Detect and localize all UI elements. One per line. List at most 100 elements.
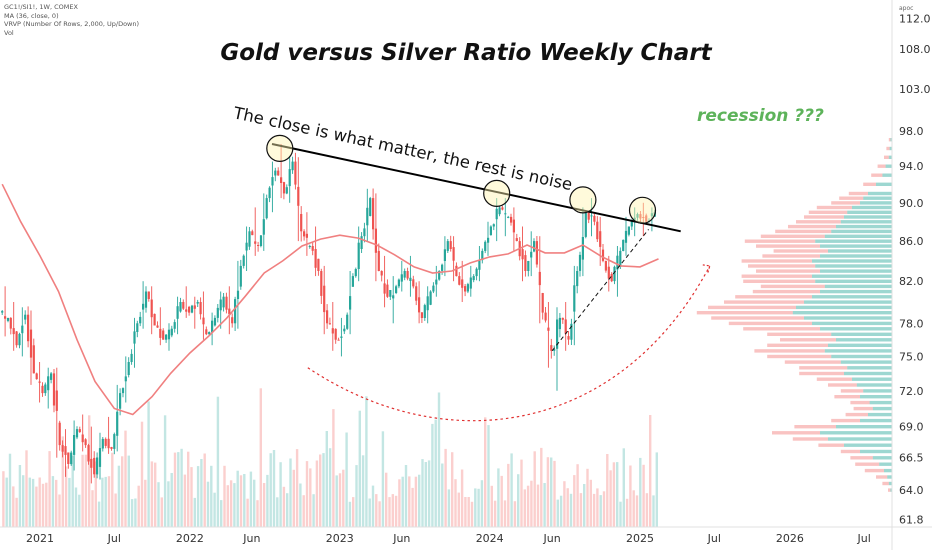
candle-body [101,438,104,449]
profile-bar-up [868,191,892,196]
volume-bar [523,489,526,527]
candle [521,226,524,282]
candle [211,312,214,346]
volume-bar [196,466,200,527]
volume-bar [457,492,460,527]
candle [219,291,222,329]
candle [464,284,467,297]
volume-bar [328,448,332,527]
candle-body [642,217,645,218]
candle [475,267,478,281]
candle [136,320,139,338]
candle [228,286,231,335]
candle [533,238,536,253]
candle-body [202,317,205,325]
volume-bar [71,455,74,527]
candle-body [487,237,490,243]
volume-bar [114,493,117,527]
candle [561,317,564,324]
candle-body [328,323,331,325]
profile-bar-up [820,254,892,258]
candle [510,213,513,226]
candle-body [372,198,375,230]
candle [343,325,346,334]
candle [495,198,498,242]
candle [423,303,426,321]
volume-bar [305,461,309,527]
candle [147,291,150,302]
candle-body [4,316,7,319]
profile-bar-down [840,389,864,393]
candle-body [280,177,283,183]
volume-bar [236,470,239,527]
candle [349,271,352,335]
volume-bar [226,485,229,527]
volume-bar [31,478,35,527]
profile-bar-down [796,220,841,224]
candle [222,293,225,312]
candle [1,310,4,315]
profile-bar-up [828,249,892,253]
candle [435,265,438,297]
volume-bar [200,459,203,527]
x-tick-label: 2022 [176,532,204,545]
candle [527,260,530,277]
volume-bar [5,477,8,527]
candle-body [259,235,263,246]
candle [406,267,409,281]
candle [320,268,323,304]
candle-body [308,246,311,247]
volume-bar [117,465,121,527]
candle [199,297,202,320]
candle [314,226,317,277]
candle-body [550,345,553,351]
volume-bar [111,452,114,527]
volume-bar [137,485,140,527]
profile-bar-up [884,468,892,473]
candle-body [242,255,245,266]
candle-body [78,429,81,432]
candle [294,152,297,190]
volume-bar [180,448,183,527]
volume-bar [441,463,444,527]
candle [317,258,320,276]
candle-body [98,448,102,467]
volume-bar [460,469,464,527]
volume-bar [480,480,484,527]
candle [70,450,73,466]
candle [418,281,421,324]
profile-bar-up [863,389,892,393]
candle [280,144,283,199]
profile-bar-down [831,201,860,205]
profile-bar-down [845,412,868,417]
volume-bar [540,447,543,527]
profile-bar-down [888,138,891,142]
candle-body [300,214,303,232]
volume-bar [203,453,206,527]
candle [587,210,590,224]
profile-bar-down [816,377,852,381]
volume-bar [381,431,385,527]
y-tick-label: 86.0 [899,235,924,248]
candle [107,416,110,454]
candle-body [429,291,432,305]
candle [472,274,475,283]
candle [323,265,326,335]
candle [432,282,435,294]
candle [90,426,93,484]
candle-body [346,314,349,329]
y-tick-label: 61.8 [899,514,924,527]
volume-bar [589,479,592,527]
candle-body [596,221,599,240]
candle-body [624,230,628,243]
candle [524,250,527,277]
volume-bar [12,486,15,527]
candle-body [142,303,145,310]
profile-bar-up [812,295,892,299]
volume-bar [147,401,150,527]
volume-bar [48,451,51,527]
profile-bar-up [792,311,892,315]
candle-body [190,305,194,313]
volume-bar [437,392,441,527]
